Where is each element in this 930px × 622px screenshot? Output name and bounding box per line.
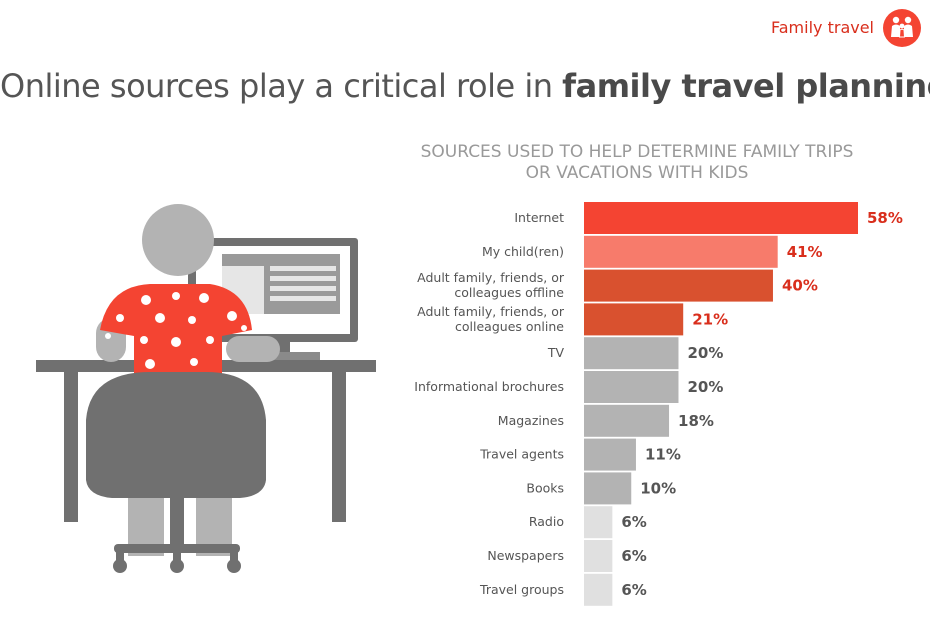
category-label-7: Travel agents [479, 447, 564, 462]
category-label-4: TV [547, 345, 565, 360]
category-label-9: Radio [529, 514, 564, 529]
bar-1 [584, 235, 778, 268]
bar-2 [584, 269, 773, 302]
title-bold: family travel planning [562, 67, 930, 105]
chart-title-line-1: SOURCES USED TO HELP DETERMINE FAMILY TR… [420, 142, 854, 162]
bar-0 [584, 202, 858, 234]
person-at-computer-illustration [36, 204, 376, 573]
value-label-0: 58% [867, 209, 903, 227]
category-label-6: Magazines [498, 413, 564, 428]
family-icon [883, 9, 921, 47]
value-label-8: 10% [640, 479, 676, 497]
chart-title: SOURCES USED TO HELP DETERMINE FAMILY TR… [400, 142, 874, 184]
bar-4 [584, 337, 679, 370]
bar-7 [584, 438, 636, 471]
chart-title-line-2: OR VACATIONS WITH KIDS [525, 163, 749, 183]
value-label-7: 11% [645, 446, 681, 464]
bar-11 [584, 573, 613, 606]
category-label-2: Adult family, friends, or colleagues offl… [417, 270, 565, 300]
category-label-0: Internet [514, 210, 564, 225]
value-label-4: 20% [687, 344, 723, 362]
bar-10 [584, 540, 613, 572]
value-label-1: 41% [787, 243, 823, 261]
bar-9 [584, 506, 613, 539]
category-label-1: My child(ren) [482, 244, 564, 259]
title-regular: Online sources play a critical role in [0, 67, 563, 105]
value-label-6: 18% [678, 412, 714, 430]
value-label-11: 6% [621, 581, 646, 599]
value-label-5: 20% [687, 378, 723, 396]
bar-6 [584, 404, 670, 437]
value-label-10: 6% [621, 547, 646, 565]
page-title: Online sources play a critical role in f… [0, 66, 930, 106]
section-tag: Family travel [771, 18, 874, 37]
category-label-8: Books [526, 480, 564, 495]
value-label-2: 40% [782, 277, 818, 295]
bar-3 [584, 303, 684, 336]
value-label-3: 21% [692, 310, 728, 328]
bar-8 [584, 472, 632, 505]
category-label-10: Newspapers [487, 548, 564, 563]
category-label-11: Travel groups [479, 582, 564, 597]
category-label-3: Adult family, friends, or colleagues onli… [417, 304, 565, 334]
value-label-9: 6% [621, 513, 646, 531]
bar-5 [584, 371, 679, 403]
category-label-5: Informational brochures [414, 379, 564, 394]
